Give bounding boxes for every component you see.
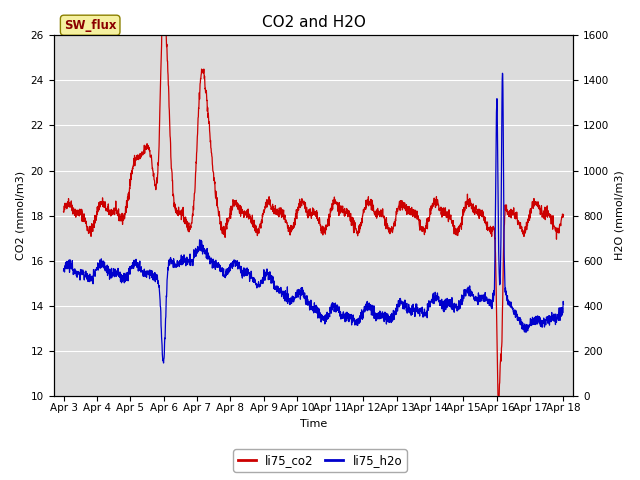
li75_h2o bbox=[60, 268, 67, 274]
li75_h2o bbox=[454, 304, 461, 310]
li75_co2 bbox=[546, 214, 554, 219]
li75_h2o bbox=[303, 293, 310, 299]
li75_h2o bbox=[546, 322, 554, 328]
li75_co2 bbox=[559, 212, 567, 218]
li75_co2 bbox=[60, 209, 67, 215]
li75_co2 bbox=[159, 3, 167, 9]
X-axis label: Time: Time bbox=[300, 419, 327, 429]
li75_co2 bbox=[290, 220, 298, 226]
li75_h2o bbox=[160, 360, 168, 366]
Y-axis label: H2O (mmol/m3): H2O (mmol/m3) bbox=[615, 171, 625, 261]
Y-axis label: CO2 (mmol/m3): CO2 (mmol/m3) bbox=[15, 171, 25, 260]
li75_co2 bbox=[454, 228, 461, 234]
li75_co2 bbox=[495, 400, 502, 406]
Title: CO2 and H2O: CO2 and H2O bbox=[262, 15, 365, 30]
Text: SW_flux: SW_flux bbox=[64, 19, 116, 32]
li75_co2 bbox=[545, 211, 553, 217]
li75_h2o bbox=[545, 318, 553, 324]
li75_h2o bbox=[85, 277, 93, 283]
li75_co2 bbox=[303, 209, 310, 215]
Line: li75_h2o: li75_h2o bbox=[63, 73, 563, 363]
Line: li75_co2: li75_co2 bbox=[63, 6, 563, 403]
li75_h2o bbox=[559, 301, 567, 307]
Legend: li75_co2, li75_h2o: li75_co2, li75_h2o bbox=[233, 449, 407, 472]
li75_h2o bbox=[290, 299, 298, 305]
li75_h2o bbox=[499, 71, 506, 76]
li75_co2 bbox=[85, 228, 93, 234]
